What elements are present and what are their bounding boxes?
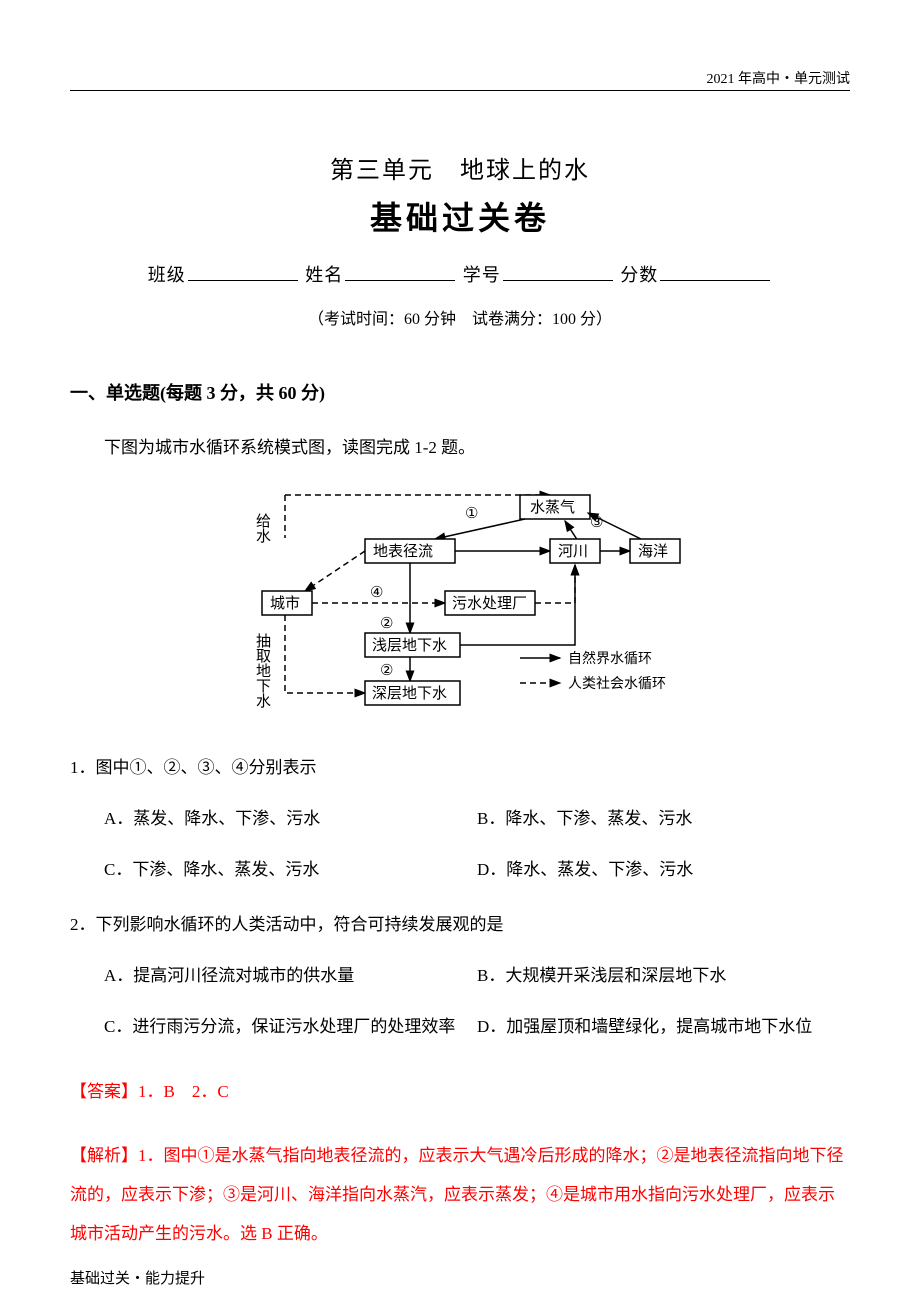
section-heading: 一、单选题(每题 3 分，共 60 分) (70, 379, 850, 405)
q1-opt-c: C．下渗、降水、蒸发、污水 (104, 855, 477, 880)
q2-opt-c: C．进行雨污分流，保证污水处理厂的处理效率 (104, 1012, 477, 1037)
node-shallow-gw: 浅层地下水 (372, 637, 447, 654)
label-n4: ④ (370, 585, 383, 601)
label-n2b: ② (380, 663, 393, 679)
score-label: 分数 (620, 265, 658, 285)
label-pump: 抽取地下水 (254, 633, 271, 708)
q1-options-row2: C．下渗、降水、蒸发、污水 D．降水、蒸发、下渗、污水 (70, 855, 850, 880)
analysis: 【解析】1．图中①是水蒸气指向地表径流的，应表示大气遇冷后形成的降水；②是地表径… (70, 1136, 850, 1253)
q2-options-row2: C．进行雨污分流，保证污水处理厂的处理效率 D．加强屋顶和墙壁绿化，提高城市地下… (70, 1012, 850, 1037)
label-gei: 给水 (254, 513, 271, 543)
id-blank[interactable] (503, 263, 613, 281)
answer: 【答案】1．B 2．C (70, 1077, 850, 1102)
unit-title: 第三单元 地球上的水 (70, 150, 850, 185)
label-n2a: ② (380, 616, 393, 632)
node-river: 河川 (558, 543, 588, 560)
paper-title: 基础过关卷 (70, 193, 850, 239)
legend-natural: 自然界水循环 (568, 650, 652, 667)
q1-opt-d: D．降水、蒸发、下渗、污水 (477, 855, 850, 880)
q2-options-row1: A．提高河川径流对城市的供水量 B．大规模开采浅层和深层地下水 (70, 961, 850, 986)
legend-human: 人类社会水循环 (568, 676, 666, 692)
label-n3: ③ (590, 515, 603, 531)
exam-meta: （考试时间：60 分钟 试卷满分：100 分） (70, 305, 850, 329)
node-sewage: 污水处理厂 (452, 595, 527, 612)
footer: 基础过关・能力提升 (70, 1267, 850, 1288)
node-surface-runoff: 地表径流 (373, 543, 433, 560)
q2-opt-d: D．加强屋顶和墙壁绿化，提高城市地下水位 (477, 1012, 850, 1037)
page: 2021 年高中・单元测试 第三单元 地球上的水 基础过关卷 班级 姓名 学号 … (0, 0, 920, 1308)
node-deep-gw: 深层地下水 (372, 685, 447, 702)
water-cycle-diagram: 给水 水蒸气 ① 地表径流 ③ 河川 海洋 (220, 483, 700, 723)
node-city: 城市 (270, 595, 300, 612)
question-intro: 下图为城市水循环系统模式图，读图完成 1-2 题。 (70, 433, 850, 458)
header-right: 2021 年高中・单元测试 (707, 68, 851, 88)
q2-opt-a: A．提高河川径流对城市的供水量 (104, 961, 477, 986)
q1-opt-b: B．降水、下渗、蒸发、污水 (477, 804, 850, 829)
q1-options-row1: A．蒸发、降水、下渗、污水 B．降水、下渗、蒸发、污水 (70, 804, 850, 829)
id-label: 学号 (463, 265, 501, 285)
info-line: 班级 姓名 学号 分数 (70, 261, 850, 287)
node-vapor: 水蒸气 (530, 499, 575, 516)
class-blank[interactable] (188, 263, 298, 281)
name-label: 姓名 (305, 265, 343, 285)
score-blank[interactable] (660, 263, 770, 281)
node-ocean: 海洋 (638, 543, 668, 560)
q1-stem: 1．图中①、②、③、④分别表示 (70, 753, 850, 778)
name-blank[interactable] (345, 263, 455, 281)
class-label: 班级 (148, 265, 186, 285)
diagram: 给水 水蒸气 ① 地表径流 ③ 河川 海洋 (70, 483, 850, 723)
q1-opt-a: A．蒸发、降水、下渗、污水 (104, 804, 477, 829)
header-divider (70, 90, 850, 91)
q2-opt-b: B．大规模开采浅层和深层地下水 (477, 961, 850, 986)
label-n1: ① (465, 506, 478, 522)
q2-stem: 2．下列影响水循环的人类活动中，符合可持续发展观的是 (70, 910, 850, 935)
